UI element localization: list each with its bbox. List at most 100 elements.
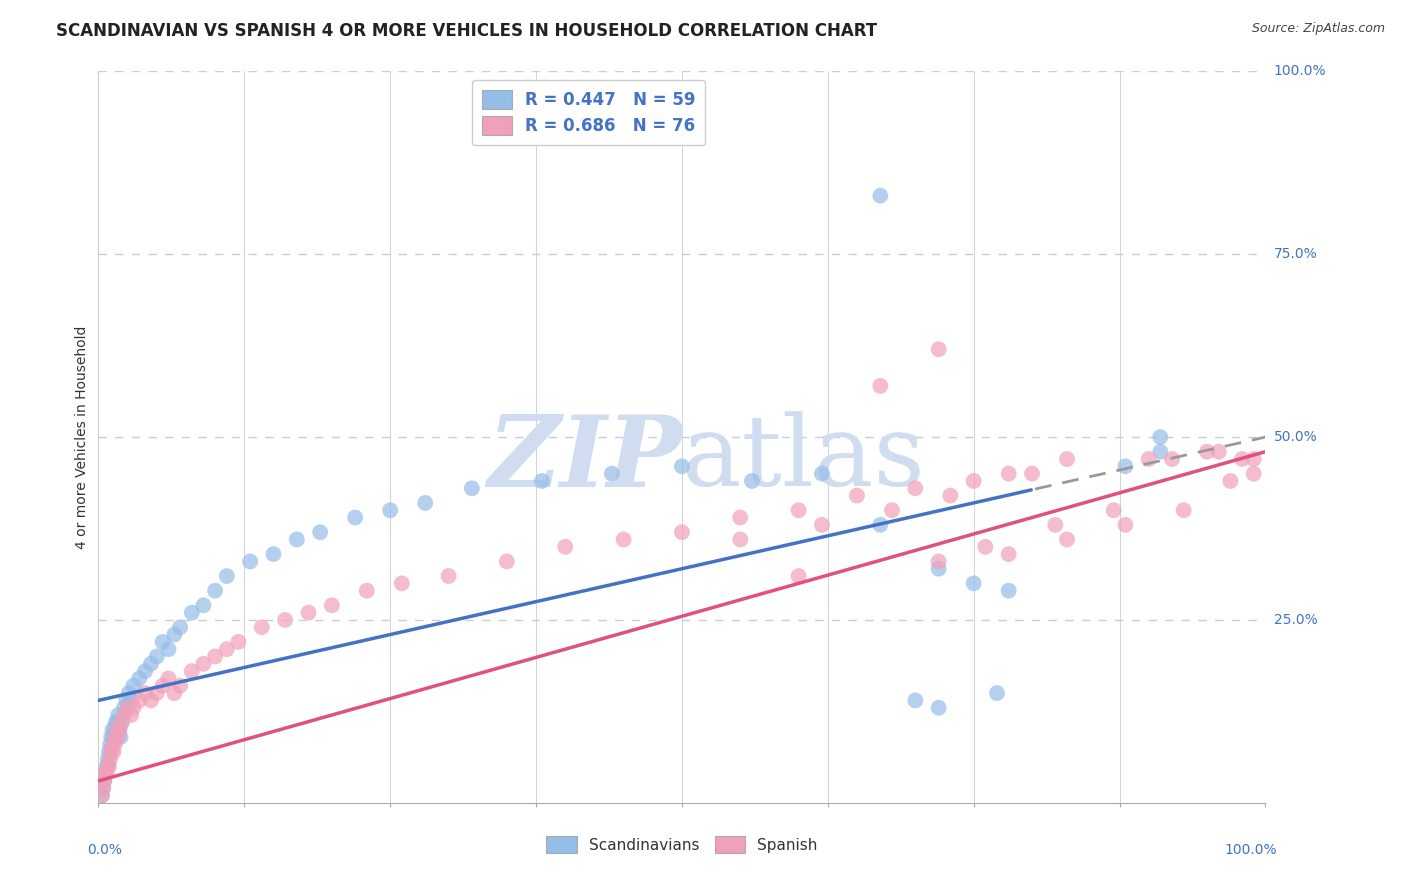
Point xyxy=(1045,517,1067,532)
Point xyxy=(105,723,128,737)
Point xyxy=(974,540,997,554)
Point xyxy=(118,686,141,700)
Point xyxy=(128,693,150,707)
Point xyxy=(297,606,319,620)
Point xyxy=(90,789,112,803)
Point xyxy=(250,620,273,634)
Text: 25.0%: 25.0% xyxy=(1274,613,1317,627)
Point xyxy=(811,467,834,481)
Point xyxy=(939,489,962,503)
Point xyxy=(120,693,142,707)
Point xyxy=(1114,459,1136,474)
Point xyxy=(1149,444,1171,458)
Legend: Scandinavians, Spanish: Scandinavians, Spanish xyxy=(538,828,825,861)
Point xyxy=(1021,467,1043,481)
Point xyxy=(730,533,752,547)
Point xyxy=(103,745,125,759)
Point xyxy=(904,693,927,707)
Point xyxy=(1173,503,1195,517)
Point xyxy=(380,503,402,517)
Point xyxy=(157,642,180,657)
Point xyxy=(1230,452,1253,467)
Point xyxy=(1149,430,1171,444)
Point xyxy=(496,554,519,568)
Point xyxy=(96,766,118,780)
Point xyxy=(986,686,1008,700)
Point xyxy=(554,540,576,554)
Point xyxy=(104,723,127,737)
Point xyxy=(204,583,226,598)
Point xyxy=(1056,452,1078,467)
Point xyxy=(100,730,122,744)
Point xyxy=(730,510,752,524)
Point xyxy=(115,693,138,707)
Point xyxy=(94,766,117,780)
Point xyxy=(91,781,114,796)
Point xyxy=(101,723,124,737)
Point xyxy=(1243,467,1265,481)
Point xyxy=(122,679,145,693)
Point xyxy=(1114,517,1136,532)
Point xyxy=(169,620,191,634)
Text: Source: ZipAtlas.com: Source: ZipAtlas.com xyxy=(1251,22,1385,36)
Point xyxy=(152,635,174,649)
Point xyxy=(928,343,950,357)
Point xyxy=(139,657,162,671)
Point xyxy=(869,379,891,393)
Point xyxy=(962,474,984,488)
Point xyxy=(193,599,215,613)
Point xyxy=(100,745,122,759)
Text: 75.0%: 75.0% xyxy=(1274,247,1317,261)
Point xyxy=(146,686,169,700)
Point xyxy=(928,562,950,576)
Point xyxy=(90,789,112,803)
Point xyxy=(671,459,693,474)
Point xyxy=(112,700,135,714)
Point xyxy=(962,576,984,591)
Point xyxy=(274,613,297,627)
Point xyxy=(128,672,150,686)
Point xyxy=(108,723,131,737)
Point xyxy=(157,672,180,686)
Point xyxy=(108,723,131,737)
Point xyxy=(1056,533,1078,547)
Point xyxy=(787,503,810,517)
Point xyxy=(104,715,127,730)
Point xyxy=(356,583,378,598)
Point xyxy=(461,481,484,495)
Point xyxy=(671,525,693,540)
Text: SCANDINAVIAN VS SPANISH 4 OR MORE VEHICLES IN HOUSEHOLD CORRELATION CHART: SCANDINAVIAN VS SPANISH 4 OR MORE VEHICL… xyxy=(56,22,877,40)
Point xyxy=(846,489,869,503)
Point xyxy=(880,503,903,517)
Point xyxy=(1219,474,1241,488)
Text: atlas: atlas xyxy=(682,411,925,507)
Point xyxy=(97,745,120,759)
Point xyxy=(94,766,117,780)
Point xyxy=(169,679,191,693)
Point xyxy=(530,474,553,488)
Point xyxy=(437,569,460,583)
Point xyxy=(122,700,145,714)
Point xyxy=(612,533,634,547)
Point xyxy=(321,599,343,613)
Point xyxy=(204,649,226,664)
Point xyxy=(134,686,156,700)
Point xyxy=(1243,452,1265,467)
Point xyxy=(600,467,623,481)
Point xyxy=(117,700,139,714)
Point xyxy=(997,583,1019,598)
Point xyxy=(98,752,121,766)
Point xyxy=(93,773,115,788)
Point xyxy=(93,773,115,788)
Point xyxy=(110,730,132,744)
Point xyxy=(391,576,413,591)
Point xyxy=(91,781,114,796)
Point xyxy=(1197,444,1219,458)
Point xyxy=(228,635,250,649)
Point xyxy=(101,737,124,751)
Point xyxy=(309,525,332,540)
Point xyxy=(146,649,169,664)
Point xyxy=(262,547,284,561)
Point xyxy=(344,510,367,524)
Point xyxy=(105,715,128,730)
